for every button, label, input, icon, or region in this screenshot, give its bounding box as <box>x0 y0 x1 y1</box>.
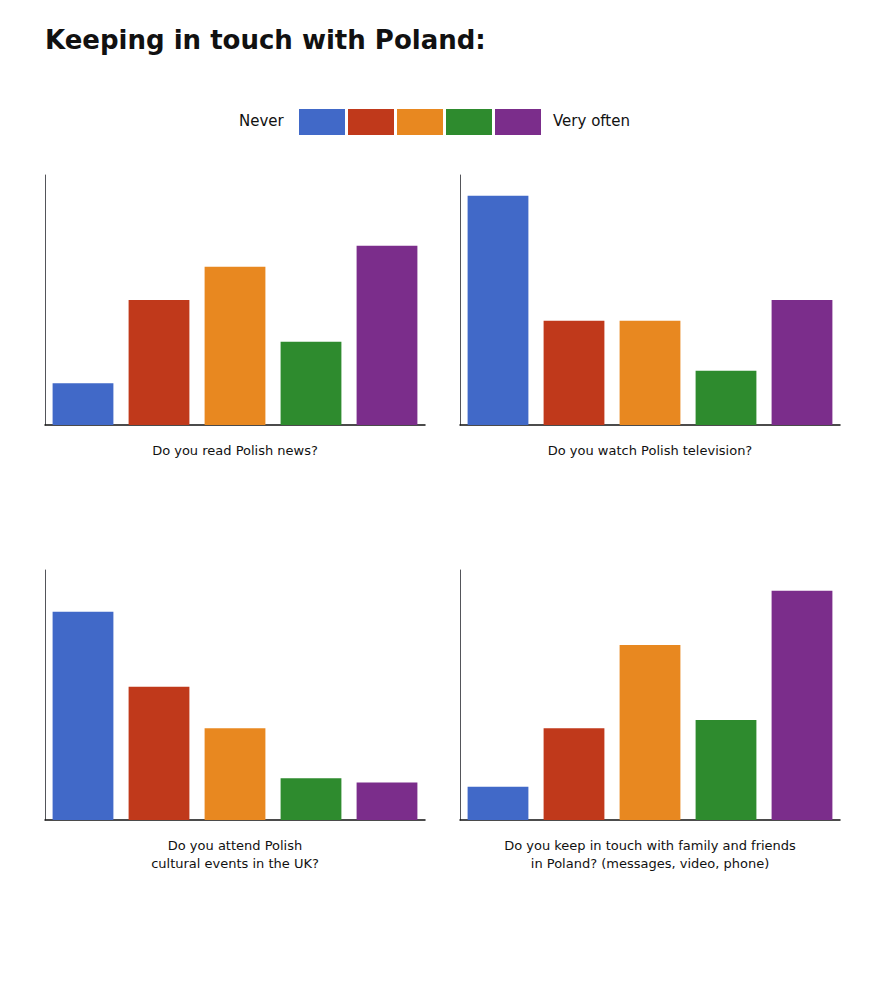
svg-text:Never: Never <box>239 112 285 130</box>
svg-text:cultural events in the UK?: cultural events in the UK? <box>151 856 319 871</box>
svg-text:Do you keep in touch with fami: Do you keep in touch with family and fri… <box>504 838 796 853</box>
svg-text:Do you watch Polish television: Do you watch Polish television? <box>548 443 753 458</box>
svg-text:in Poland? (messages, video, p: in Poland? (messages, video, phone) <box>531 856 769 871</box>
svg-text:Do you read Polish news?: Do you read Polish news? <box>152 443 318 458</box>
svg-text:Keeping in touch with Poland:: Keeping in touch with Poland: <box>45 25 486 55</box>
svg-text:Do you attend Polish: Do you attend Polish <box>168 838 302 853</box>
svg-text:Very often: Very often <box>553 112 630 130</box>
